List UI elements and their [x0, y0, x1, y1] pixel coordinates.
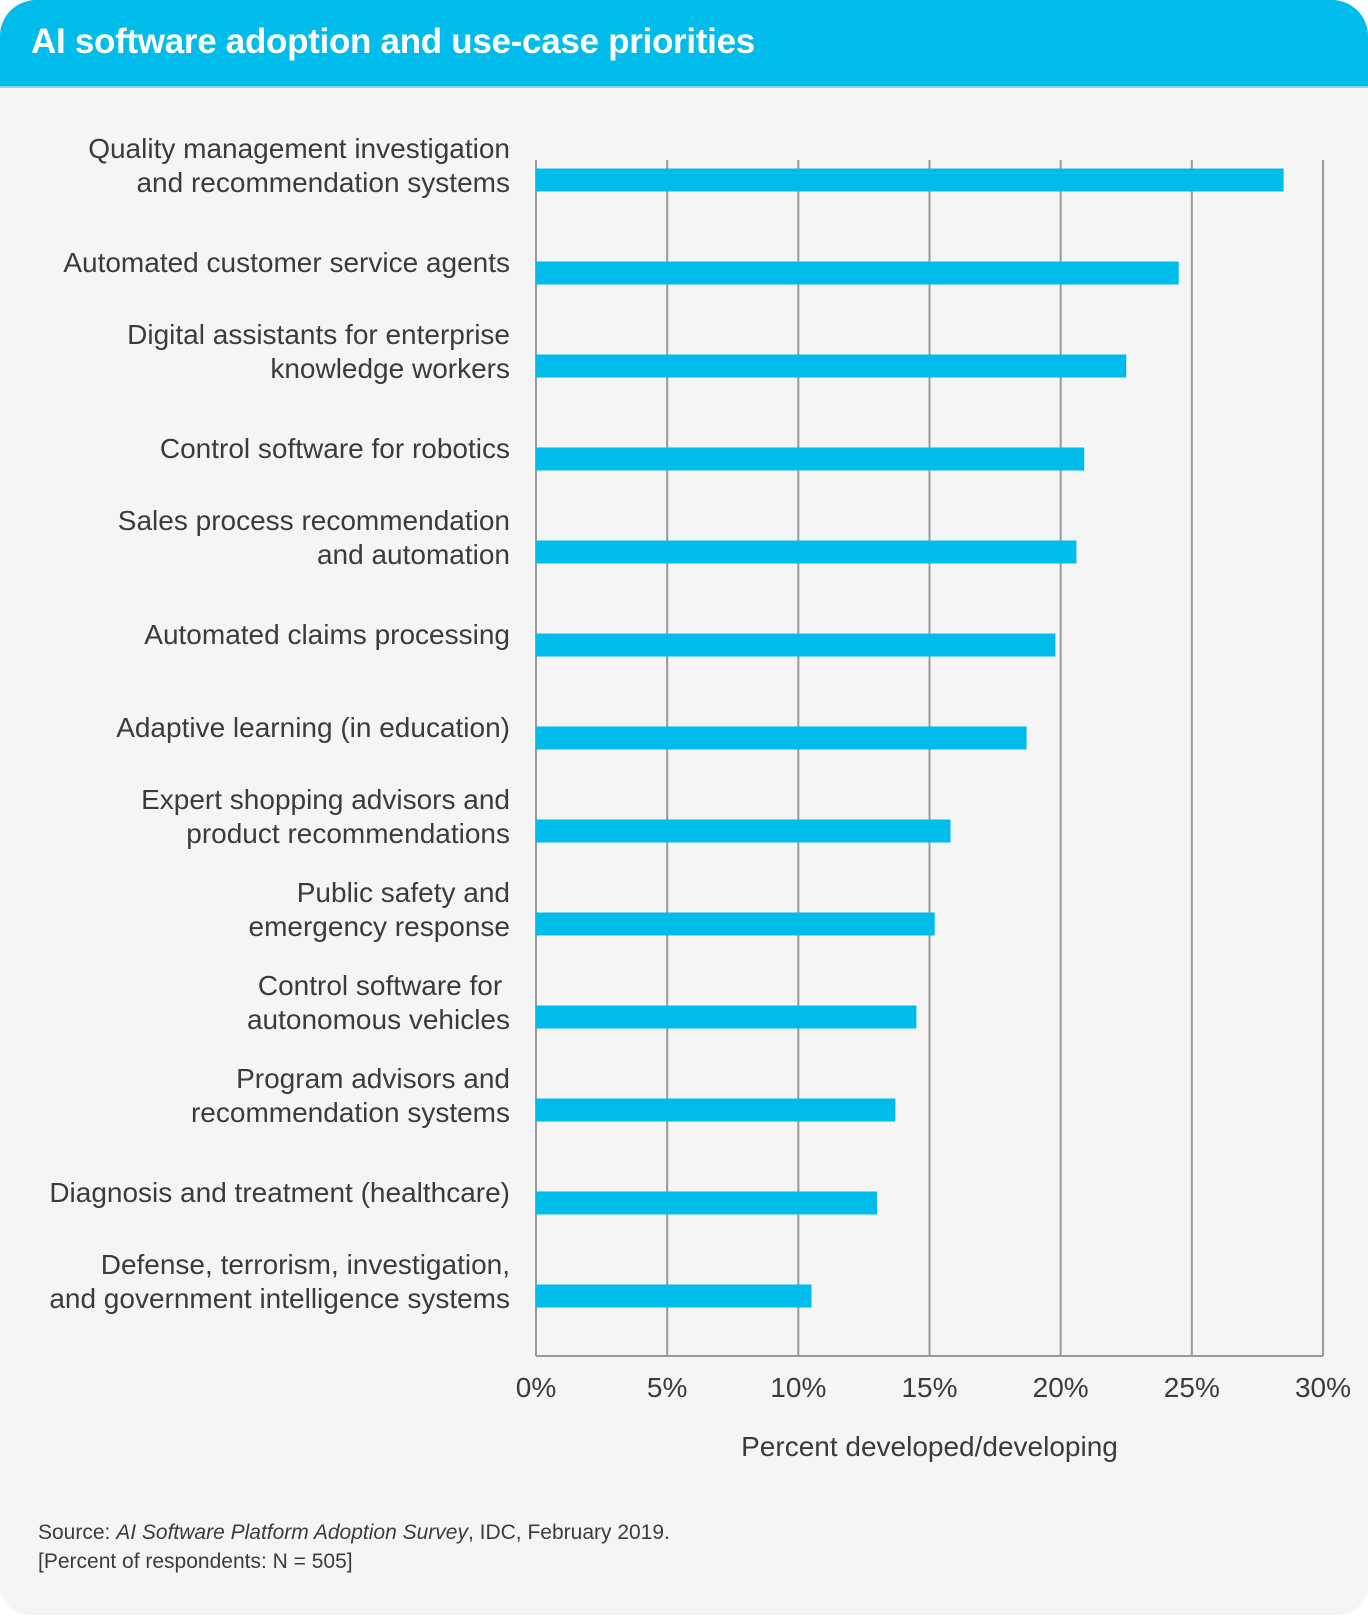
source-prefix: Source: — [38, 1521, 117, 1544]
x-tick-label: 15% — [901, 1372, 957, 1403]
x-tick-label: 20% — [1033, 1372, 1089, 1403]
category-label: Automated claims processing — [144, 619, 510, 650]
bar — [536, 1284, 812, 1308]
chart-title: AI software adoption and use-case priori… — [31, 22, 755, 61]
bar — [536, 633, 1056, 657]
category-label: Sales process recommendation and automati… — [118, 505, 510, 570]
bar — [536, 540, 1077, 564]
bar — [536, 912, 935, 936]
bar — [536, 726, 1027, 750]
bar — [536, 354, 1127, 378]
bar — [536, 168, 1284, 192]
category-label: Program advisors and recommendation syste… — [191, 1063, 510, 1128]
x-tick-label: 30% — [1295, 1372, 1351, 1403]
category-label: Adaptive learning (in education) — [116, 712, 510, 743]
source-sample-note: [Percent of respondents: N = 505] — [38, 1550, 353, 1573]
category-label: Automated customer service agents — [63, 247, 510, 278]
x-axis-title: Percent developed/developing — [741, 1431, 1118, 1462]
header-bar: AI software adoption and use-case priori… — [0, 0, 1368, 88]
bar — [536, 447, 1085, 471]
category-label: Expert shopping advisors and product reco… — [141, 784, 510, 849]
source-suffix: , IDC, February 2019. — [467, 1521, 670, 1544]
x-tick-label: 25% — [1164, 1372, 1220, 1403]
x-tick-label: 10% — [770, 1372, 826, 1403]
category-label: Control software for robotics — [160, 433, 510, 464]
category-label: Control software for autonomous vehicles — [247, 970, 510, 1035]
category-label: Diagnosis and treatment (healthcare) — [49, 1177, 510, 1208]
bar — [536, 1098, 896, 1122]
x-tick-label: 0% — [516, 1372, 556, 1403]
bar — [536, 819, 951, 843]
bar — [536, 261, 1179, 285]
category-label: Defense, terrorism, investigation, and go… — [49, 1249, 510, 1314]
category-label: Quality management investigation and reco… — [88, 133, 510, 198]
category-label: Public safety and emergency response — [249, 877, 510, 942]
bar — [536, 1191, 878, 1215]
category-label: Digital assistants for enterprise knowled… — [127, 319, 510, 384]
x-tick-label: 5% — [647, 1372, 687, 1403]
bar — [536, 1005, 917, 1029]
source-title: AI Software Platform Adoption Survey — [116, 1521, 468, 1544]
source-note: Source: AI Software Platform Adoption Su… — [38, 1518, 670, 1576]
